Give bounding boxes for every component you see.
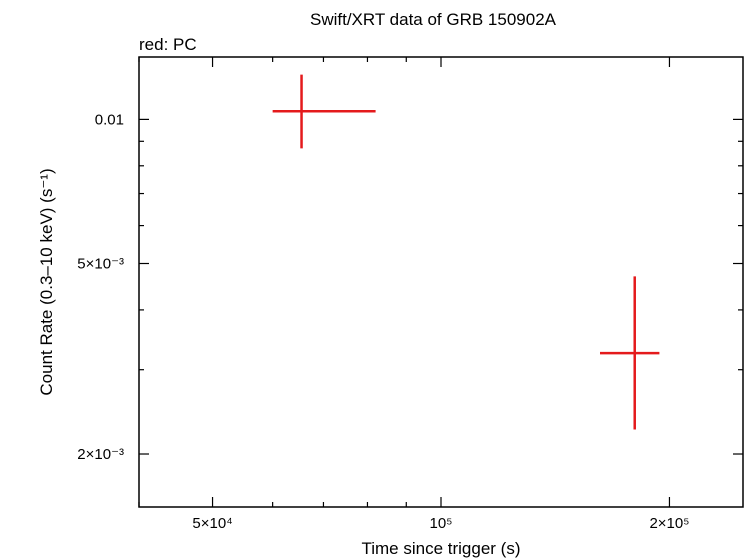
y-tick-label: 0.01 xyxy=(95,111,124,128)
x-axis-label: Time since trigger (s) xyxy=(361,539,520,558)
x-tick-label: 10⁵ xyxy=(430,515,453,532)
chart-title: Swift/XRT data of GRB 150902A xyxy=(310,10,557,29)
x-tick-label: 2×10⁵ xyxy=(649,515,689,532)
y-axis: 2×10⁻³ 5×10⁻³ 0.01 xyxy=(77,111,743,463)
data-series xyxy=(272,74,660,430)
y-tick-label: 5×10⁻³ xyxy=(77,256,124,273)
data-point xyxy=(272,74,376,149)
data-point xyxy=(600,276,660,430)
y-tick-label: 2×10⁻³ xyxy=(77,446,124,463)
y-axis-label: Count Rate (0.3–10 keV) (s⁻¹) xyxy=(37,168,56,395)
x-tick-label: 5×10⁴ xyxy=(192,515,232,532)
plot-frame xyxy=(138,56,744,508)
x-axis: 5×10⁴ 10⁵ 2×10⁵ xyxy=(138,57,689,532)
chart-subtitle: red: PC xyxy=(139,35,197,54)
